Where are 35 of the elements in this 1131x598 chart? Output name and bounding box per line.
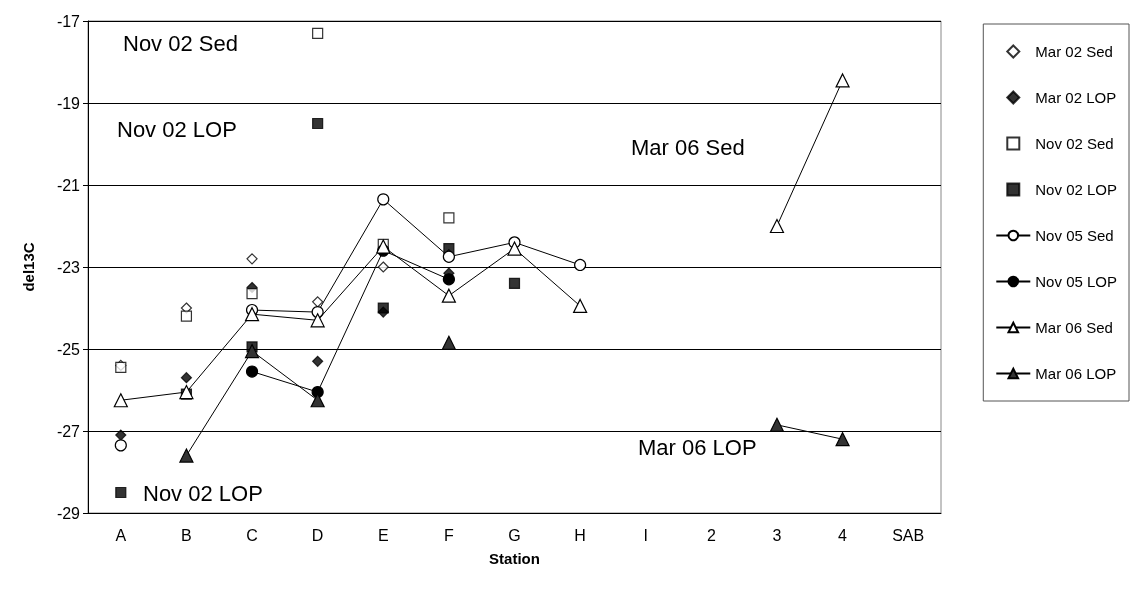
x-tick-label: F <box>443 526 454 544</box>
annotation: Nov 02 LOP <box>117 116 237 142</box>
x-tick-label: 4 <box>838 526 848 544</box>
y-tick-label: -19 <box>56 94 81 112</box>
y-tick-label: -25 <box>56 340 81 358</box>
legend-label: Nov 05 LOP <box>1035 273 1118 290</box>
y-tick-label: -21 <box>56 176 81 194</box>
x-tick-label: G <box>508 526 521 544</box>
x-tick-label: D <box>311 526 324 544</box>
x-tick-label: SAB <box>892 526 925 544</box>
x-tick-label: H <box>574 526 586 544</box>
y-tick-label: -29 <box>56 504 81 522</box>
x-tick-label: I <box>643 526 648 544</box>
y-tick-label: -23 <box>56 258 81 276</box>
annotation: Mar 06 Sed <box>631 134 745 160</box>
y-tick-label: -27 <box>56 422 81 440</box>
y-axis-title: del13C <box>20 242 37 292</box>
y-tick-label: -17 <box>56 12 81 30</box>
legend-label: Nov 05 Sed <box>1035 227 1114 244</box>
x-tick-label: 2 <box>706 526 716 544</box>
legend-label: Mar 06 LOP <box>1035 365 1117 382</box>
legend-label: Mar 02 Sed <box>1035 43 1113 60</box>
x-tick-label: E <box>377 526 389 544</box>
x-tick-label: 3 <box>772 526 782 544</box>
x-axis-title: Station <box>489 550 540 567</box>
legend-label: Mar 02 LOP <box>1035 89 1117 106</box>
legend-label: Nov 02 Sed <box>1035 135 1114 152</box>
annotation: Nov 02 LOP <box>143 480 263 506</box>
x-tick-label: B <box>181 526 192 544</box>
legend-label: Nov 02 LOP <box>1035 181 1118 198</box>
x-tick-label: A <box>115 526 127 544</box>
legend-label: Mar 06 Sed <box>1035 319 1113 336</box>
annotation: Nov 02 Sed <box>123 30 238 56</box>
x-tick-label: C <box>246 526 258 544</box>
annotation: Mar 06 LOP <box>638 434 757 460</box>
